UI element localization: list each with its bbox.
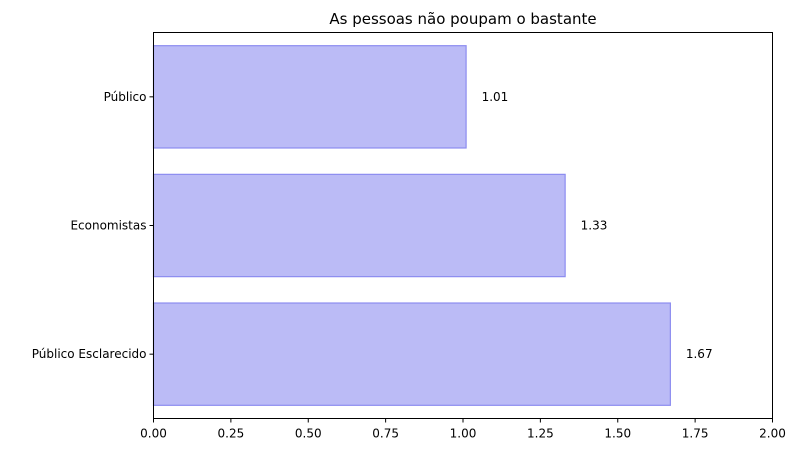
x-tick-label: 1.75 — [682, 427, 709, 441]
bar — [152, 173, 566, 278]
x-tick-label: 1.00 — [450, 427, 477, 441]
chart-title: As pessoas não poupam o bastante — [329, 10, 596, 28]
data-label: 1.67 — [686, 347, 713, 361]
x-tick-label: 0.25 — [218, 427, 245, 441]
x-tick-label: 0.75 — [372, 427, 399, 441]
x-tick-label: 1.50 — [604, 427, 631, 441]
y-axis: Público Economistas Público Esclarecido — [32, 90, 154, 361]
x-tick-label: 0.00 — [140, 427, 167, 441]
plot-frame — [153, 32, 773, 419]
bar — [152, 45, 467, 149]
x-axis: 0.00 0.25 0.50 0.75 1.00 1.25 1.50 1.75 2.00 — [140, 418, 786, 441]
x-tick-label: 1.25 — [527, 427, 554, 441]
x-tick-label: 0.50 — [295, 427, 322, 441]
y-tick-label: Público — [104, 90, 147, 104]
data-labels-group: 1.01 1.33 1.67 — [482, 90, 713, 361]
data-label: 1.33 — [581, 219, 608, 233]
bars-group — [152, 45, 671, 406]
data-label: 1.01 — [482, 90, 509, 104]
y-tick-label: Público Esclarecido — [32, 347, 147, 361]
bar — [152, 302, 671, 406]
y-tick-label: Economistas — [70, 219, 146, 233]
x-tick-label: 2.00 — [759, 427, 786, 441]
